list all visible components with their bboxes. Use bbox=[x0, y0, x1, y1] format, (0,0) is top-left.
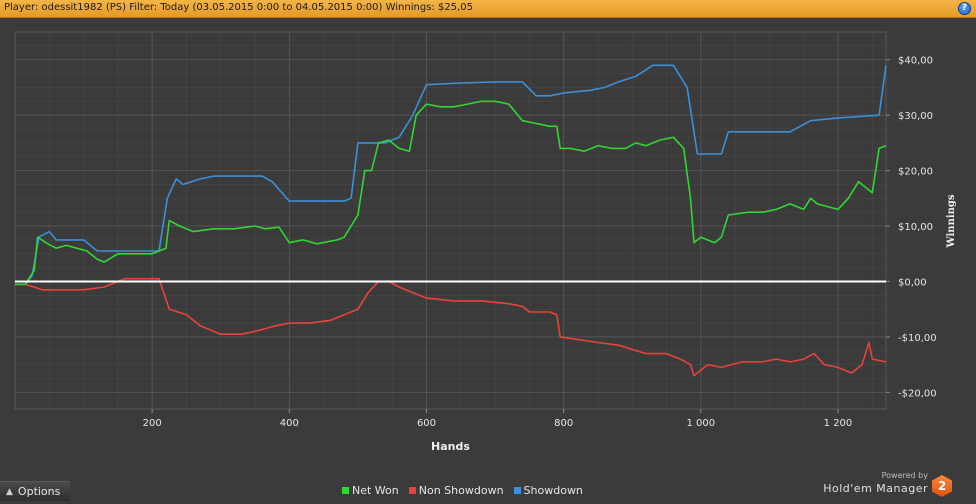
legend: Net Won Non Showdown Showdown bbox=[342, 482, 583, 498]
powered-by-text: Powered by bbox=[881, 471, 928, 480]
x-tick-label: 400 bbox=[280, 418, 299, 429]
legend-label: Net Won bbox=[352, 483, 399, 497]
expand-arrow-icon: ▲ bbox=[6, 486, 13, 497]
plot-border bbox=[14, 31, 887, 410]
winnings-chart: 200 400 600 800 1 000 1 200 -$20,00 -$10,00 $0,… bbox=[14, 31, 957, 453]
x-tick-label: 600 bbox=[417, 418, 436, 429]
options-button[interactable]: ▲ Options bbox=[0, 481, 70, 501]
x-axis: 200 400 600 800 1 000 1 200 bbox=[143, 409, 853, 429]
brand-name: Hold'em Manager bbox=[823, 482, 928, 495]
options-label: Options bbox=[17, 485, 61, 498]
title-bar: Player: odessit1982 (PS) Filter: Today (… bbox=[0, 0, 976, 18]
y-axis: -$20,00 -$10,00 $0,00 $10,00 $20,00 $30,00 $40… bbox=[886, 56, 937, 399]
player-filter-title: Player: odessit1982 (PS) Filter: Today (… bbox=[4, 2, 473, 13]
brand: Powered by Hold'em Manager 2 bbox=[823, 471, 968, 499]
legend-swatch bbox=[513, 486, 521, 494]
net-won-line bbox=[15, 100, 887, 286]
x-tick-label: 1 200 bbox=[824, 418, 853, 429]
x-tick-label: 200 bbox=[143, 418, 162, 429]
legend-swatch bbox=[342, 486, 349, 494]
legend-item-showdown[interactable]: Showdown bbox=[513, 483, 583, 497]
showdown-line bbox=[15, 64, 887, 286]
legend-label: Non Showdown bbox=[418, 483, 504, 497]
grid bbox=[14, 31, 887, 410]
y-tick-label: $40,00 bbox=[898, 56, 933, 67]
y-tick-label: -$20,00 bbox=[898, 388, 937, 399]
y-tick-label: $20,00 bbox=[898, 167, 933, 178]
y-tick-label: $30,00 bbox=[898, 111, 933, 122]
non-showdown-line bbox=[15, 277, 887, 377]
legend-item-net-won[interactable]: Net Won bbox=[342, 484, 399, 497]
legend-swatch bbox=[408, 486, 416, 494]
series-layer bbox=[15, 64, 887, 377]
x-tick-label: 800 bbox=[554, 418, 573, 429]
y-axis-label: Winnings bbox=[946, 194, 957, 248]
plot-area bbox=[15, 32, 886, 409]
x-tick-label: 1 000 bbox=[687, 418, 716, 429]
x-axis-label: Hands bbox=[431, 440, 470, 453]
y-tick-label: $0,00 bbox=[898, 277, 927, 288]
legend-item-non-showdown[interactable]: Non Showdown bbox=[408, 483, 504, 497]
legend-label: Showdown bbox=[523, 483, 583, 497]
hm2-logo-icon: 2 bbox=[932, 475, 952, 497]
help-icon[interactable]: ? bbox=[958, 2, 971, 15]
y-tick-label: -$10,00 bbox=[898, 333, 937, 344]
y-tick-label: $10,00 bbox=[898, 222, 933, 233]
